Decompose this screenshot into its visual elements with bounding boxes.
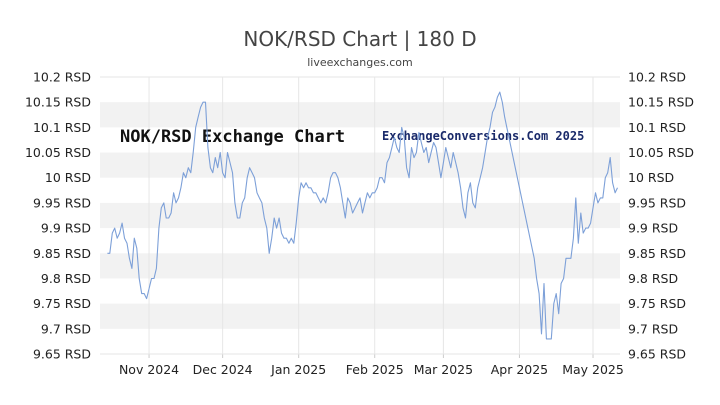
- y-tick-label: 9.85 RSD: [33, 246, 91, 261]
- y-tick-label: 10 RSD: [628, 170, 674, 185]
- background-bands: [100, 102, 620, 329]
- y-tick-label: 9.75 RSD: [628, 296, 686, 311]
- y-tick-label: 10.15 RSD: [25, 95, 91, 110]
- grid-band: [100, 253, 620, 279]
- grid-band: [100, 102, 620, 128]
- x-gridlines: [148, 77, 594, 358]
- y-tick-label: 10.2 RSD: [33, 70, 91, 85]
- x-tick-label: Nov 2024: [119, 362, 179, 377]
- y-tick-label: 9.8 RSD: [41, 271, 91, 286]
- y-tick-label: 9.8 RSD: [628, 271, 678, 286]
- x-tick-label: Jan 2025: [270, 362, 326, 377]
- y-tick-label: 9.95 RSD: [628, 195, 686, 210]
- x-tick-label: May 2025: [562, 362, 624, 377]
- chart-title: NOK/RSD Chart | 180 D: [243, 27, 476, 51]
- y-tick-label: 10 RSD: [45, 170, 91, 185]
- y-tick-label: 9.65 RSD: [628, 347, 686, 362]
- y-tick-label: 9.9 RSD: [628, 221, 678, 236]
- series-line: [107, 91, 618, 340]
- x-tick-label: Dec 2024: [193, 362, 253, 377]
- x-tick-label: Mar 2025: [414, 362, 473, 377]
- y-tick-label: 10.1 RSD: [33, 120, 91, 135]
- grid-band: [100, 303, 620, 329]
- y-tick-label: 9.85 RSD: [628, 246, 686, 261]
- axes: [100, 76, 620, 355]
- y-tick-label: 9.7 RSD: [41, 321, 91, 336]
- y-tick-label: 10.1 RSD: [628, 120, 686, 135]
- series-group: [107, 91, 618, 340]
- watermark-label: NOK/RSD Exchange Chart: [120, 127, 345, 147]
- y-tick-label: 10.05 RSD: [25, 145, 91, 160]
- watermark-site: ExchangeConversions.Com 2025: [382, 129, 584, 143]
- y-tick-label: 9.9 RSD: [41, 221, 91, 236]
- y-tick-label: 9.75 RSD: [33, 296, 91, 311]
- grid-band: [100, 202, 620, 229]
- y-tick-label: 10.15 RSD: [628, 95, 694, 110]
- y-tick-label: 9.95 RSD: [33, 195, 91, 210]
- y-tick-label: 10.05 RSD: [628, 145, 694, 160]
- y-tick-label: 10.2 RSD: [628, 70, 686, 85]
- grid-band: [100, 152, 620, 178]
- x-tick-label: Apr 2025: [491, 362, 548, 377]
- x-tick-label: Feb 2025: [346, 362, 404, 377]
- y-tick-label: 9.65 RSD: [33, 347, 91, 362]
- y-tick-label: 9.7 RSD: [628, 321, 678, 336]
- chart-subtitle: liveexchanges.com: [307, 56, 412, 69]
- y-tick-labels-right: 9.65 RSD 9.7 RSD 9.75 RSD 9.8 RSD 9.85 RSD 9.…: [628, 70, 694, 362]
- x-tick-labels: Nov 2024 Dec 2024 Jan 2025 Feb 2025 Mar 2025…: [119, 362, 624, 377]
- y-tick-labels-left: 9.65 RSD 9.7 RSD 9.75 RSD 9.8 RSD 9.85 RSD 9.…: [25, 70, 91, 362]
